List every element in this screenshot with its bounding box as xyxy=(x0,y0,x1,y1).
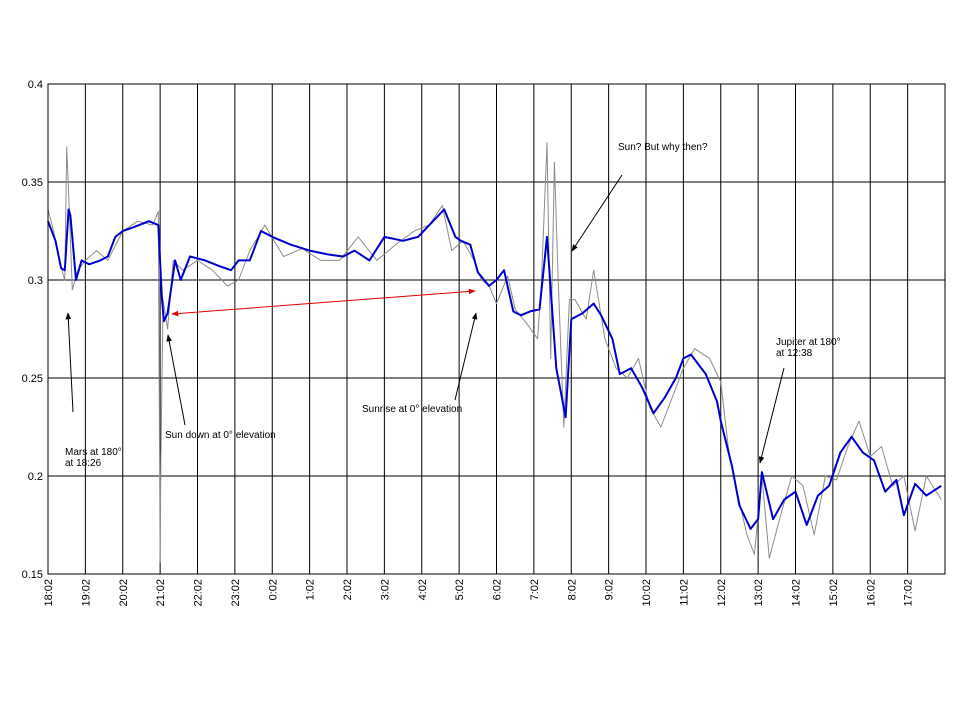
x-tick-label: 1:02 xyxy=(305,579,317,600)
arrow-red-double xyxy=(171,288,476,317)
y-tick-label: 0.15 xyxy=(22,569,43,581)
x-tick-label: 19:02 xyxy=(80,579,92,607)
x-tick-label: 18:02 xyxy=(43,579,55,607)
y-tick-label: 0.35 xyxy=(22,177,43,189)
x-tick-label: 11:02 xyxy=(678,579,690,606)
annotation-sunrise: Sunrise at 0° elevation xyxy=(362,404,462,415)
x-tick-label: 9:02 xyxy=(604,579,616,600)
gridlines xyxy=(47,83,945,575)
x-tick-label: 7:02 xyxy=(529,579,541,600)
x-tick-label: 13:02 xyxy=(753,579,765,607)
x-tick-label: 6:02 xyxy=(492,579,504,600)
x-tick-label: 10:02 xyxy=(641,579,653,607)
y-tick-label: 0.25 xyxy=(22,373,43,385)
x-tick-label: 21:02 xyxy=(155,579,167,607)
x-tick-label: 14:02 xyxy=(791,579,803,607)
arrow-mars xyxy=(65,312,74,413)
annotation-sundown: Sun down at 0° elevation xyxy=(165,430,276,441)
y-tick-label: 0.2 xyxy=(28,471,43,483)
x-tick-label: 22:02 xyxy=(193,579,205,607)
x-tick-label: 5:02 xyxy=(454,579,466,600)
x-tick-label: 16:02 xyxy=(865,579,877,607)
x-tick-label: 12:02 xyxy=(716,579,728,607)
y-tick-label: 0.4 xyxy=(28,79,43,91)
smoothed-series-line xyxy=(47,208,942,530)
series-layer xyxy=(47,142,942,563)
annotation-sun: Sun? But why then? xyxy=(618,142,708,153)
x-tick-label: 15:02 xyxy=(828,579,840,607)
arrow-sun xyxy=(571,174,623,252)
arrow-sunrise xyxy=(454,312,478,401)
x-axis-ticks: 18:02 19:02 20:02 21:02 22:02 23:02 0:02 1:02 2:… xyxy=(43,579,915,607)
y-tick-label: 0.3 xyxy=(28,275,43,287)
x-tick-label: 0:02 xyxy=(267,579,279,600)
plot-frame xyxy=(47,83,946,575)
x-tick-label: 3:02 xyxy=(379,579,391,600)
annotation-mars: Mars at 180° xyxy=(65,447,122,458)
annotations: Mars at 180°at 18:26 Sun down at 0° eleva… xyxy=(65,142,841,469)
x-tick-label: 2:02 xyxy=(342,579,354,600)
arrow-jupiter xyxy=(758,367,785,464)
annotation-jupiter: at 12:38 xyxy=(776,348,813,359)
x-tick-label: 4:02 xyxy=(417,579,429,600)
annotation-mars: at 18:26 xyxy=(65,458,102,469)
x-tick-label: 17:02 xyxy=(903,579,915,607)
x-tick-label: 23:02 xyxy=(230,579,242,607)
annotation-jupiter: Jupiter at 180° xyxy=(776,337,841,348)
arrow-sundown xyxy=(166,334,186,426)
y-axis-ticks: 0.15 0.2 0.25 0.3 0.35 0.4 xyxy=(22,79,43,581)
x-tick-label: 8:02 xyxy=(566,579,578,600)
x-tick-label: 20:02 xyxy=(118,579,130,607)
